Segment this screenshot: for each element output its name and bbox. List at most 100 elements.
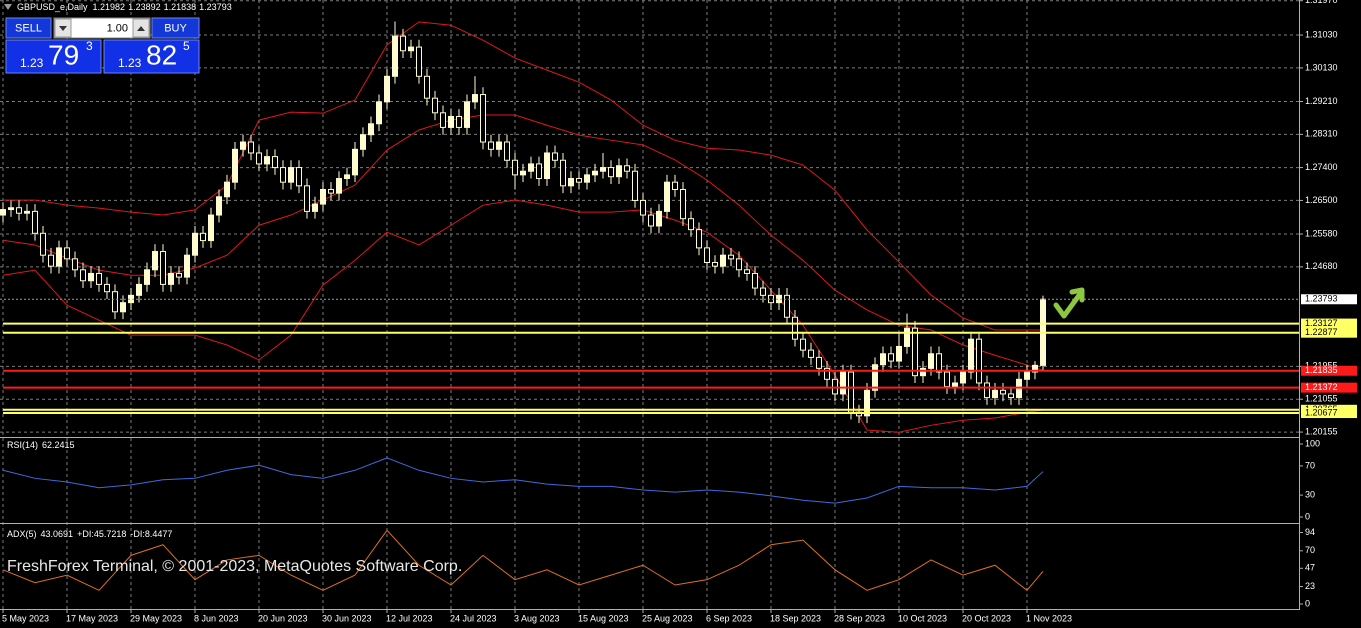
- candle-body: [688, 218, 694, 231]
- candle-body: [808, 349, 814, 358]
- candle-body: [512, 159, 518, 176]
- bollinger-lower: [2, 199, 1044, 433]
- candle-body: [160, 251, 166, 285]
- candle-body: [904, 327, 910, 347]
- level-label: 1.22877: [1305, 327, 1338, 337]
- candle-body: [560, 159, 566, 187]
- up-arrow-annotation: [1053, 287, 1085, 319]
- price-plot: [0, 21, 1299, 433]
- current-price-bg: [1301, 294, 1357, 305]
- candle-body: [96, 272, 102, 285]
- candle-body: [288, 167, 294, 183]
- rsi-header: RSI(14) 62.2415: [7, 440, 75, 450]
- candle-body: [696, 229, 702, 249]
- candle-body: [344, 174, 350, 180]
- candle-body: [848, 371, 854, 413]
- candle-body: [48, 254, 54, 267]
- rsi-name: RSI(14): [7, 440, 38, 450]
- candle-body: [784, 294, 790, 318]
- candle-body: [736, 258, 742, 271]
- y-tick-label: 70: [1305, 460, 1315, 470]
- y-tick-label: 70: [1305, 545, 1315, 555]
- candle-body: [112, 291, 118, 313]
- candle-body: [0, 209, 6, 216]
- y-tick-label: 1.27400: [1305, 162, 1338, 172]
- candle-body: [1000, 389, 1006, 395]
- lot-increase-icon: [137, 26, 145, 31]
- x-tick-label: 20 Jun 2023: [258, 613, 308, 623]
- bid-point: 3: [86, 39, 93, 53]
- candle-body: [72, 258, 78, 271]
- candle-body: [272, 156, 278, 169]
- candle-body: [656, 210, 662, 227]
- level-label: 1.23127: [1305, 318, 1338, 328]
- candle-body: [400, 35, 406, 52]
- candle-body: [672, 181, 678, 190]
- candle-body: [448, 115, 454, 128]
- candle-body: [280, 167, 286, 183]
- lot-input[interactable]: [53, 17, 151, 39]
- candle-body: [120, 302, 126, 313]
- candle-body: [864, 389, 870, 417]
- candle-body: [312, 203, 318, 212]
- low-value: 1.21838: [164, 2, 197, 12]
- candle-body: [960, 371, 966, 384]
- buy-button[interactable]: [151, 17, 200, 39]
- x-tick-label: 29 May 2023: [130, 613, 182, 623]
- candle-body: [416, 46, 422, 77]
- candle-body: [616, 165, 622, 178]
- candle-body: [984, 382, 990, 399]
- lot-value[interactable]: 1.00: [107, 22, 128, 34]
- level-label-bg: [1301, 318, 1357, 329]
- level-label: 1.20677: [1305, 407, 1338, 417]
- y-tick-label: 0: [1305, 511, 1310, 521]
- candle-body: [432, 97, 438, 114]
- candle-body: [928, 353, 934, 369]
- candle-body: [152, 251, 158, 271]
- candle-body: [632, 170, 638, 201]
- candle-body: [368, 123, 374, 136]
- bid-box[interactable]: [5, 39, 102, 74]
- buy-label[interactable]: BUY: [164, 22, 187, 34]
- candle-body: [800, 338, 806, 351]
- x-tick-label: 8 Jun 2023: [194, 613, 239, 623]
- candle-body: [392, 35, 398, 77]
- candle-body: [200, 232, 206, 242]
- x-tick-label: 24 Jul 2023: [450, 613, 497, 623]
- candle-body: [424, 75, 430, 99]
- y-tick-label: 1.28310: [1305, 129, 1338, 139]
- candle-body: [664, 181, 670, 212]
- symbol: GBPUSD_e,Daily: [17, 2, 88, 12]
- y-tick-label: 30: [1305, 489, 1315, 499]
- candle-body: [320, 188, 326, 205]
- y-tick-label: 47: [1305, 563, 1315, 573]
- sell-button[interactable]: [5, 17, 52, 39]
- level-label-bg: [1301, 327, 1357, 338]
- candle-body: [544, 152, 550, 180]
- y-tick-label: 94: [1305, 527, 1315, 537]
- candle-body: [640, 199, 646, 216]
- candle-body: [912, 327, 918, 377]
- candle-body: [752, 272, 758, 289]
- x-tick-label: 25 Aug 2023: [642, 613, 693, 623]
- candle-body: [832, 378, 838, 395]
- level-label-bg: [1301, 408, 1357, 419]
- candle-body: [192, 232, 198, 256]
- candle-body: [792, 316, 798, 340]
- candle-body: [952, 382, 958, 388]
- candle-body: [384, 75, 390, 103]
- candle-body: [880, 353, 886, 366]
- symbol-icon: [4, 4, 12, 10]
- lot-decrease-icon: [59, 26, 67, 31]
- candle-body: [520, 170, 526, 176]
- x-tick-label: 17 May 2023: [66, 613, 118, 623]
- y-tick-label: 1.31970: [1305, 0, 1338, 5]
- sell-label[interactable]: SELL: [15, 22, 42, 34]
- ask-box[interactable]: [103, 39, 200, 74]
- symbol-header: GBPUSD_e,Daily 1.21982 1.23892 1.21838 1.237…: [17, 2, 232, 12]
- grid: [0, 0, 1299, 609]
